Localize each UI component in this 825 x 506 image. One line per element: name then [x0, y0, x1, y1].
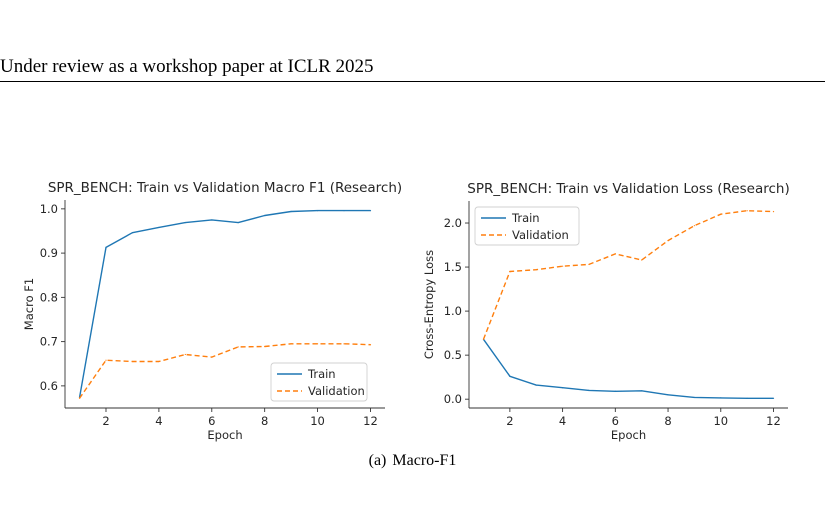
- header-rule: [0, 81, 825, 82]
- chart1-series-validation-point: [184, 353, 186, 356]
- chart2-x-axis-label: Epoch: [611, 428, 646, 442]
- chart1-series-train-point: [237, 221, 239, 224]
- chart1-series-train-point: [316, 210, 319, 212]
- chart2-series-train-line: [482, 338, 774, 400]
- body-text-fragment: [0, 496, 825, 506]
- chart2-series-train-point: [588, 389, 590, 391]
- chart2-y-tick-label: 0.5: [444, 348, 462, 362]
- chart1-y-tick-label: 0.7: [40, 335, 58, 349]
- chart1-series-validation-point: [237, 346, 239, 348]
- chart1-series-train-point: [290, 210, 292, 213]
- chart2-y-tick-label: 2.0: [444, 216, 462, 230]
- chart1-y-tick-label: 0.9: [40, 246, 58, 260]
- chart2-title: SPR_BENCH: Train vs Validation Loss (Res…: [467, 181, 789, 197]
- chart1-series-train-point: [131, 232, 134, 234]
- chart2-y-tick-label: 1.0: [444, 304, 462, 318]
- chart1-x-tick-label: 4: [155, 414, 162, 428]
- chart2-series-validation-point: [720, 213, 722, 215]
- chart2-y-axis-label: Cross-Entropy Loss: [422, 250, 436, 359]
- chart2-series-validation-point: [693, 225, 696, 227]
- chart1-series-validation-point: [211, 356, 213, 358]
- chart1-x-axis-label: Epoch: [207, 428, 242, 442]
- chart2-series-validation-point: [482, 338, 485, 340]
- chart1-series-train-line: [78, 209, 371, 398]
- chart2-series-validation-point: [667, 240, 669, 242]
- chart1-x-tick-label: 8: [261, 414, 268, 428]
- caption-label: (a): [368, 452, 387, 469]
- chart1-series-validation-point: [343, 343, 345, 345]
- chart1-series-train-point: [105, 246, 107, 248]
- chart2-series-validation-point: [535, 269, 537, 271]
- chart1-y-axis-label: Macro F1: [22, 278, 36, 330]
- chart2-series-train-point: [641, 390, 643, 392]
- chart2-x-tick-label: 8: [664, 414, 671, 428]
- chart1-y-tick-label: 0.6: [40, 379, 58, 393]
- caption-text: Macro-F1: [392, 452, 457, 469]
- chart1-series-train-point: [264, 214, 266, 217]
- chart2-series-validation-point: [746, 210, 748, 212]
- chart2-legend-label-validation: Validation: [512, 228, 569, 242]
- chart2-series-train-point: [667, 394, 669, 396]
- figure-caption: (a) Macro-F1: [0, 452, 825, 470]
- chart1-series-train-point: [158, 226, 160, 229]
- chart2-series-train-point: [535, 384, 537, 386]
- chart1-series-validation-point: [369, 344, 372, 346]
- chart2-series-train-point: [561, 387, 564, 389]
- chart2-x-tick-label: 12: [766, 414, 781, 428]
- chart2-series-train-point: [772, 397, 775, 399]
- chart2-series-train-point: [614, 390, 616, 392]
- figure: SPR_BENCH: Train vs Validation Macro F1 …: [22, 180, 790, 442]
- chart1-series-validation-point: [105, 359, 107, 361]
- chart2-series-train-point: [720, 397, 722, 399]
- chart2-series-validation-point: [614, 253, 616, 255]
- chart1-series-train-point: [369, 210, 372, 212]
- chart2-legend-label-train: Train: [511, 211, 540, 225]
- chart1-x-tick-label: 12: [363, 414, 378, 428]
- chart2-x-tick-label: 10: [713, 414, 728, 428]
- chart2-series-validation-point: [561, 265, 564, 267]
- chart1-x-tick-label: 2: [102, 414, 109, 428]
- chart1-series-validation-point: [264, 345, 266, 348]
- chart1-x-tick-label: 10: [310, 414, 325, 428]
- chart1-series-validation-point: [290, 343, 292, 345]
- chart1-x-tick-label: 6: [208, 414, 215, 428]
- chart2-series-train-point: [746, 397, 748, 399]
- chart2-x-tick-label: 6: [612, 414, 619, 428]
- chart2-series-validation-point: [772, 210, 775, 213]
- chart2-y-tick-label: 0.0: [444, 392, 462, 406]
- chart2-series-validation-point: [588, 263, 590, 266]
- chart2-series-train-point: [693, 396, 696, 399]
- chart1-series-train-point: [343, 210, 345, 212]
- chart1-series-validation-point: [158, 360, 160, 363]
- chart2-series-train-point: [509, 375, 511, 377]
- chart1-title: SPR_BENCH: Train vs Validation Macro F1 …: [48, 180, 402, 196]
- chart1-series-validation-point: [131, 360, 134, 363]
- chart2-series-validation-point: [641, 259, 643, 261]
- chart1-series-train-point: [211, 219, 213, 221]
- chart1-legend-label-train: Train: [307, 367, 336, 381]
- chart1-series-validation-point: [78, 397, 81, 399]
- chart1-y-tick-label: 1.0: [40, 202, 58, 216]
- chart2-y-tick-label: 1.5: [444, 260, 462, 274]
- chart1-series-validation-point: [316, 343, 319, 345]
- chart1-legend-label-validation: Validation: [308, 384, 365, 398]
- running-header: Under review as a workshop paper at ICLR…: [0, 56, 374, 77]
- chart2-x-tick-label: 2: [506, 414, 513, 428]
- chart2-series-validation-point: [509, 270, 511, 273]
- chart1-series-validation-line: [78, 343, 371, 399]
- chart1-y-tick-label: 0.8: [40, 290, 58, 304]
- chart2-x-tick-label: 4: [559, 414, 566, 428]
- chart1-series-train-point: [184, 221, 186, 224]
- chart2-series-validation-line: [482, 210, 774, 340]
